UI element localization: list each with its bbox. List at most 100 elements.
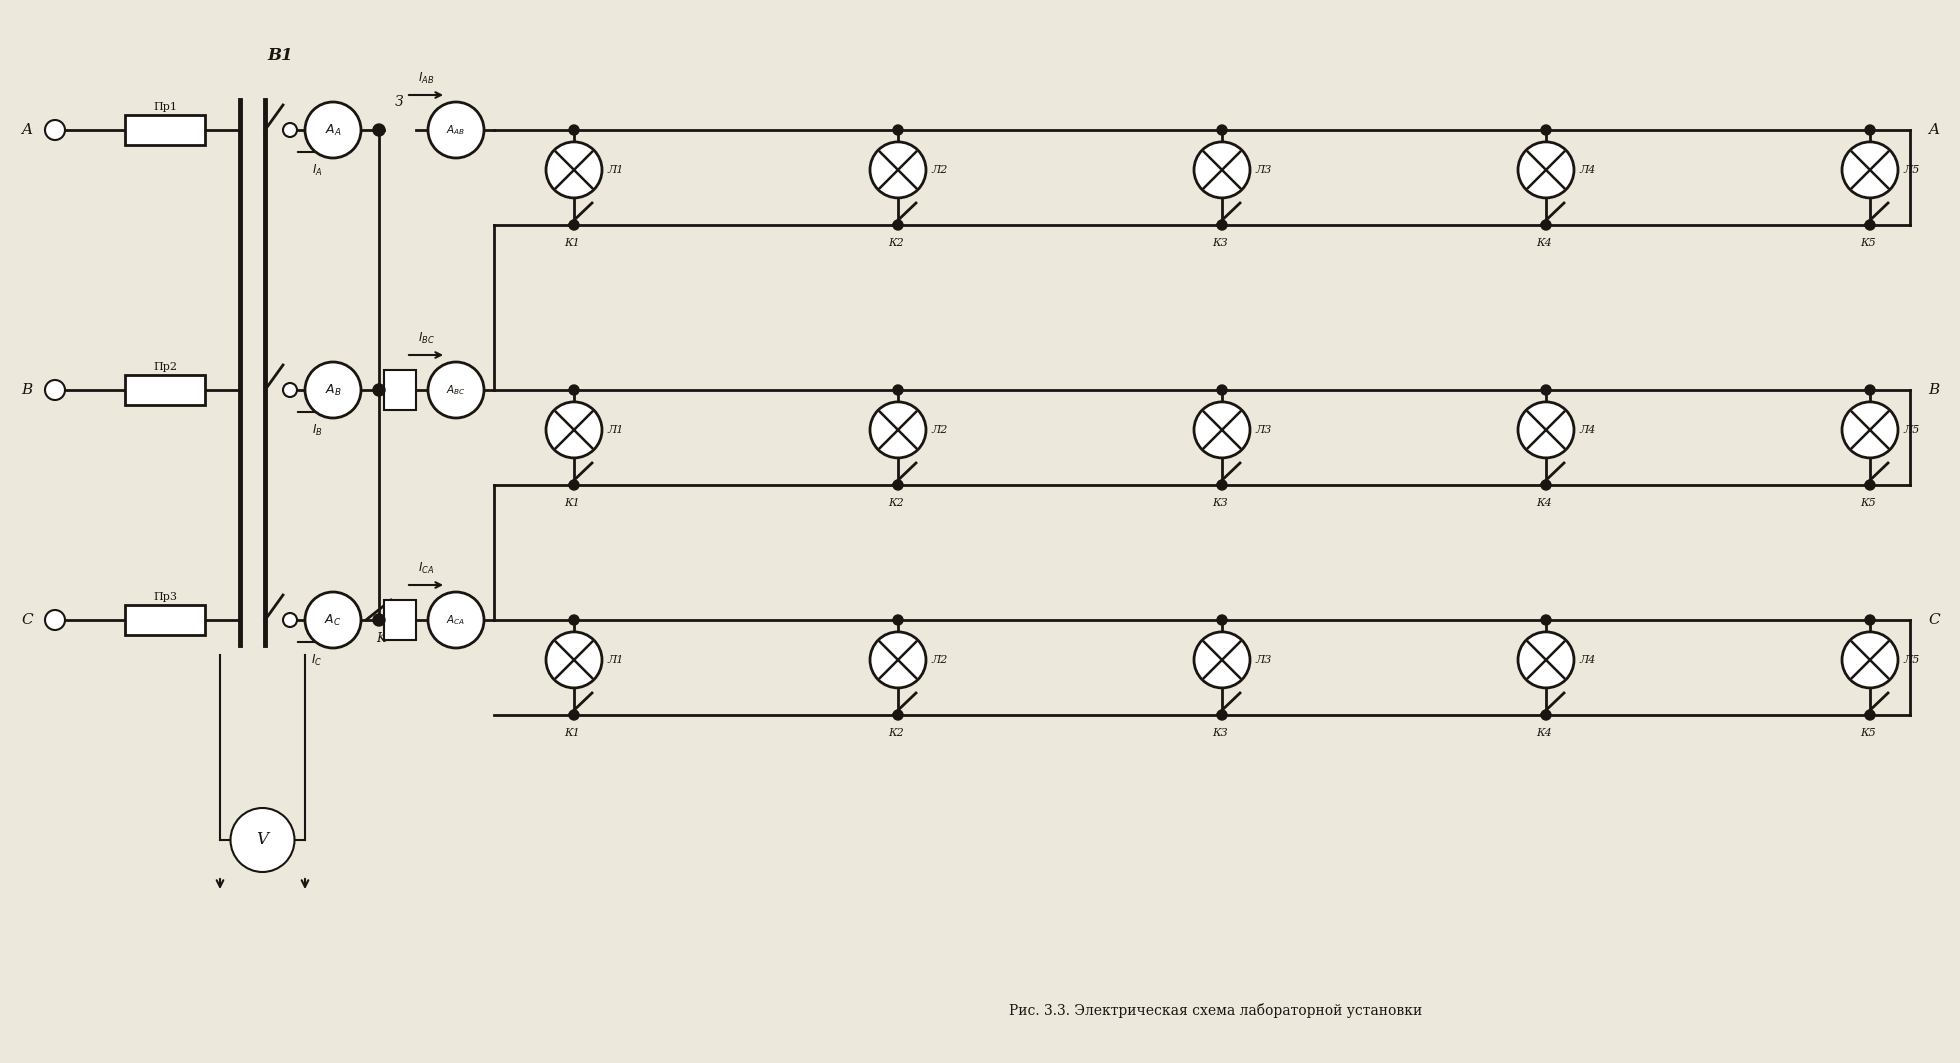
Circle shape [894,220,904,230]
Circle shape [870,141,925,198]
Circle shape [231,808,294,872]
Circle shape [547,631,602,688]
Text: $A_B$: $A_B$ [325,383,341,398]
Circle shape [894,710,904,720]
Text: $I_{AB}$: $I_{AB}$ [417,70,433,85]
Circle shape [427,592,484,648]
Text: Пр2: Пр2 [153,362,176,372]
Circle shape [306,362,361,418]
Circle shape [894,615,904,625]
Text: $A_{AB}$: $A_{AB}$ [447,123,466,137]
Circle shape [372,614,384,626]
Circle shape [894,125,904,135]
Circle shape [282,383,298,396]
Circle shape [1541,480,1550,490]
Text: К3: К3 [1211,238,1227,248]
Circle shape [1194,402,1250,458]
Circle shape [1217,615,1227,625]
Text: $I_{CA}$: $I_{CA}$ [417,560,435,575]
Text: Л2: Л2 [931,655,947,664]
Text: Л3: Л3 [1254,165,1272,175]
Circle shape [1217,220,1227,230]
Text: V: V [257,831,269,848]
Text: У: У [388,602,398,614]
Circle shape [1517,631,1574,688]
Circle shape [427,102,484,158]
Text: Л5: Л5 [1903,165,1919,175]
Circle shape [568,385,578,395]
Text: $I_C$: $I_C$ [312,653,323,668]
Text: Л3: Л3 [1254,655,1272,664]
Circle shape [1842,141,1897,198]
Text: Л1: Л1 [608,655,623,664]
Text: К3: К3 [1211,497,1227,508]
Text: Пр3: Пр3 [153,592,176,602]
Text: B: B [22,383,33,396]
Circle shape [568,220,578,230]
Circle shape [568,480,578,490]
Text: К4: К4 [1537,728,1552,738]
Text: $I_B$: $I_B$ [312,422,321,438]
Text: Л2: Л2 [931,165,947,175]
Text: К3: К3 [1211,728,1227,738]
Text: К1: К1 [564,497,580,508]
Text: Пр1: Пр1 [153,102,176,112]
Circle shape [1541,385,1550,395]
Text: К4: К4 [1537,238,1552,248]
Text: Л1: Л1 [608,165,623,175]
Text: Рис. 3.3. Электрическая схема лабораторной установки: Рис. 3.3. Электрическая схема лабораторн… [1009,1002,1421,1017]
Text: Л3: Л3 [1254,425,1272,435]
Circle shape [1517,402,1574,458]
Circle shape [1541,125,1550,135]
Text: Л4: Л4 [1580,655,1595,664]
Text: К2: К2 [888,497,904,508]
Circle shape [1217,125,1227,135]
Circle shape [306,102,361,158]
Text: $I_A$: $I_A$ [312,163,321,178]
Bar [384,600,416,640]
Circle shape [1866,480,1876,490]
Text: Л4: Л4 [1580,425,1595,435]
Circle shape [1866,125,1876,135]
Circle shape [45,379,65,400]
Text: Л1: Л1 [608,425,623,435]
Circle shape [568,710,578,720]
Bar [125,605,206,635]
Bar [384,370,416,410]
Text: $A_{CA}$: $A_{CA}$ [447,613,466,627]
Circle shape [1866,710,1876,720]
Text: Л4: Л4 [1580,165,1595,175]
Circle shape [1866,385,1876,395]
Circle shape [1194,141,1250,198]
Text: К2: К2 [888,728,904,738]
Text: X: X [388,371,396,385]
Text: Л2: Л2 [931,425,947,435]
Circle shape [1541,615,1550,625]
Circle shape [870,631,925,688]
Text: К5: К5 [1860,238,1876,248]
Circle shape [372,384,384,396]
Text: $A_C$: $A_C$ [323,612,341,627]
Circle shape [1842,631,1897,688]
Circle shape [306,592,361,648]
Text: $A_{BC}$: $A_{BC}$ [447,383,466,396]
Circle shape [1866,615,1876,625]
Text: K: K [376,631,386,644]
Circle shape [547,141,602,198]
Text: A: A [22,123,33,137]
Circle shape [282,123,298,137]
Text: B1: B1 [267,47,292,64]
Bar [125,115,206,145]
Circle shape [372,124,384,136]
Circle shape [1866,220,1876,230]
Circle shape [45,120,65,140]
Circle shape [282,613,298,627]
Text: $I_{BC}$: $I_{BC}$ [417,331,435,345]
Text: Л5: Л5 [1903,655,1919,664]
Circle shape [1541,220,1550,230]
Circle shape [1217,385,1227,395]
Circle shape [427,362,484,418]
Circle shape [568,615,578,625]
Circle shape [1194,631,1250,688]
Text: З: З [394,95,404,109]
